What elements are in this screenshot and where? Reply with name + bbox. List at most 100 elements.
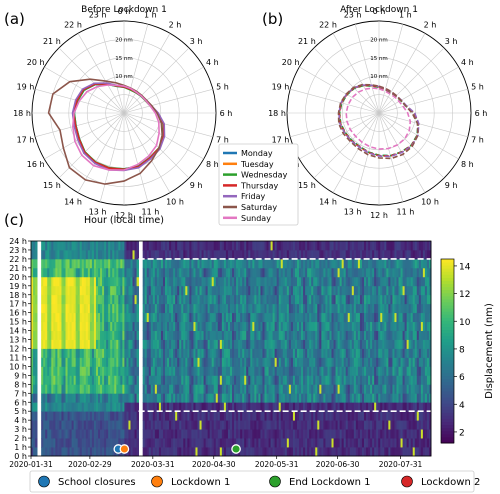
- heatmap-cell: [301, 411, 304, 421]
- heatmap-cell: [83, 285, 87, 296]
- heatmap-cell: [158, 267, 162, 278]
- heatmap-cell: [53, 258, 56, 269]
- heatmap-cell: [150, 285, 154, 296]
- heatmap-cell: [333, 366, 336, 376]
- heatmap-cell: [319, 294, 322, 305]
- heatmap-cell: [311, 339, 314, 349]
- heatmap-cell: [95, 321, 99, 331]
- heatmap-cell: [286, 357, 290, 367]
- heatmap-cell: [276, 294, 280, 305]
- heatmap-cell: [311, 276, 314, 287]
- heatmap-cell: [57, 285, 60, 296]
- heatmap-cell: [392, 375, 395, 385]
- heatmap-cell: [187, 249, 190, 260]
- heatmap-cell: [175, 384, 178, 394]
- heatmap-cell: [51, 312, 54, 323]
- heatmap-cell: [219, 294, 223, 305]
- heatmap-cell: [173, 294, 176, 305]
- colorbar-segment: [441, 308, 454, 312]
- heatmap-cell: [158, 339, 162, 349]
- heatmap-cell: [262, 330, 265, 340]
- polar-angle-tick-label: 19 h: [17, 83, 35, 92]
- heatmap-cell: [272, 447, 276, 457]
- heatmap-cell: [61, 330, 64, 340]
- heatmap-cell: [223, 258, 227, 269]
- heatmap-cell: [75, 411, 79, 421]
- heatmap-cell: [223, 321, 227, 331]
- heatmap-cell: [93, 447, 97, 457]
- heatmap-cell: [305, 420, 308, 430]
- heatmap-cell: [280, 249, 284, 260]
- heatmap-cell: [108, 241, 111, 251]
- heatmap-cell: [104, 447, 107, 457]
- heatmap-cell: [280, 348, 284, 358]
- heatmap-cell: [51, 438, 54, 448]
- heatmap-cell: [396, 348, 399, 358]
- heatmap-cell: [130, 339, 133, 349]
- heatmap-cell: [158, 375, 162, 385]
- heatmap-cell: [181, 312, 184, 323]
- heatmap-cell: [47, 420, 50, 430]
- heatmap-cell: [69, 321, 73, 331]
- heatmap-cell: [203, 447, 207, 457]
- heatmap-cell: [349, 312, 353, 323]
- heatmap-cell: [280, 438, 284, 448]
- heatmap-cell: [207, 348, 211, 358]
- heatmap-cell: [268, 285, 271, 296]
- heatmap-cell: [148, 285, 152, 296]
- heatmap-cell: [124, 375, 127, 385]
- heatmap-cell: [189, 294, 192, 305]
- heatmap-cell: [307, 321, 310, 331]
- heatmap-cell: [246, 384, 249, 394]
- heatmap-cell: [347, 330, 351, 340]
- heatmap-cell: [195, 241, 198, 251]
- heatmap-cell: [120, 375, 123, 385]
- heatmap-cell: [146, 249, 150, 260]
- heatmap-cell: [337, 438, 341, 448]
- heatmap-cell: [207, 429, 211, 439]
- heatmap-cell: [428, 294, 432, 305]
- heatmap-cell: [343, 366, 347, 376]
- heatmap-cell: [319, 393, 322, 403]
- heatmap-cell: [116, 339, 119, 349]
- heatmap-cell: [63, 241, 66, 251]
- heatmap-cell: [355, 321, 359, 331]
- heatmap-cell: [187, 294, 190, 305]
- heatmap-cell: [199, 339, 202, 349]
- heatmap-cell: [278, 339, 282, 349]
- heatmap-cell: [104, 276, 107, 287]
- heatmap-cell: [91, 258, 95, 269]
- heatmap-cell: [238, 375, 241, 385]
- heatmap-cell: [242, 276, 245, 287]
- heatmap-cell: [134, 285, 137, 296]
- heatmap-cell: [359, 276, 363, 287]
- heatmap-cell: [234, 312, 237, 323]
- heatmap-cell: [390, 330, 393, 340]
- heatmap-cell: [61, 357, 64, 367]
- heatmap-cell: [394, 241, 397, 251]
- x-tick-label: 2020-03-31: [131, 460, 175, 469]
- heatmap-cell: [410, 258, 414, 269]
- heatmap-cell: [55, 330, 58, 340]
- heatmap-cell: [91, 294, 95, 305]
- heatmap-cell: [187, 303, 190, 314]
- heatmap-cell: [146, 393, 150, 403]
- heatmap-cell: [317, 357, 320, 367]
- heatmap-cell: [262, 357, 265, 367]
- heatmap-cell: [134, 420, 137, 430]
- heatmap-cell: [112, 285, 115, 296]
- heatmap-cell: [69, 276, 73, 287]
- heatmap-cell: [162, 411, 166, 421]
- heatmap-cell: [152, 420, 156, 430]
- heatmap-cell: [57, 366, 60, 376]
- heatmap-cell: [179, 241, 182, 251]
- heatmap-cell: [398, 267, 401, 278]
- heatmap-cell: [175, 429, 178, 439]
- heatmap-cell: [209, 348, 213, 358]
- heatmap-cell: [221, 303, 225, 314]
- heatmap-cell: [311, 420, 314, 430]
- heatmap-cell: [317, 420, 320, 430]
- legend-label-monday: Monday: [241, 149, 273, 158]
- heatmap-cell: [414, 438, 418, 448]
- heatmap-cell: [197, 267, 200, 278]
